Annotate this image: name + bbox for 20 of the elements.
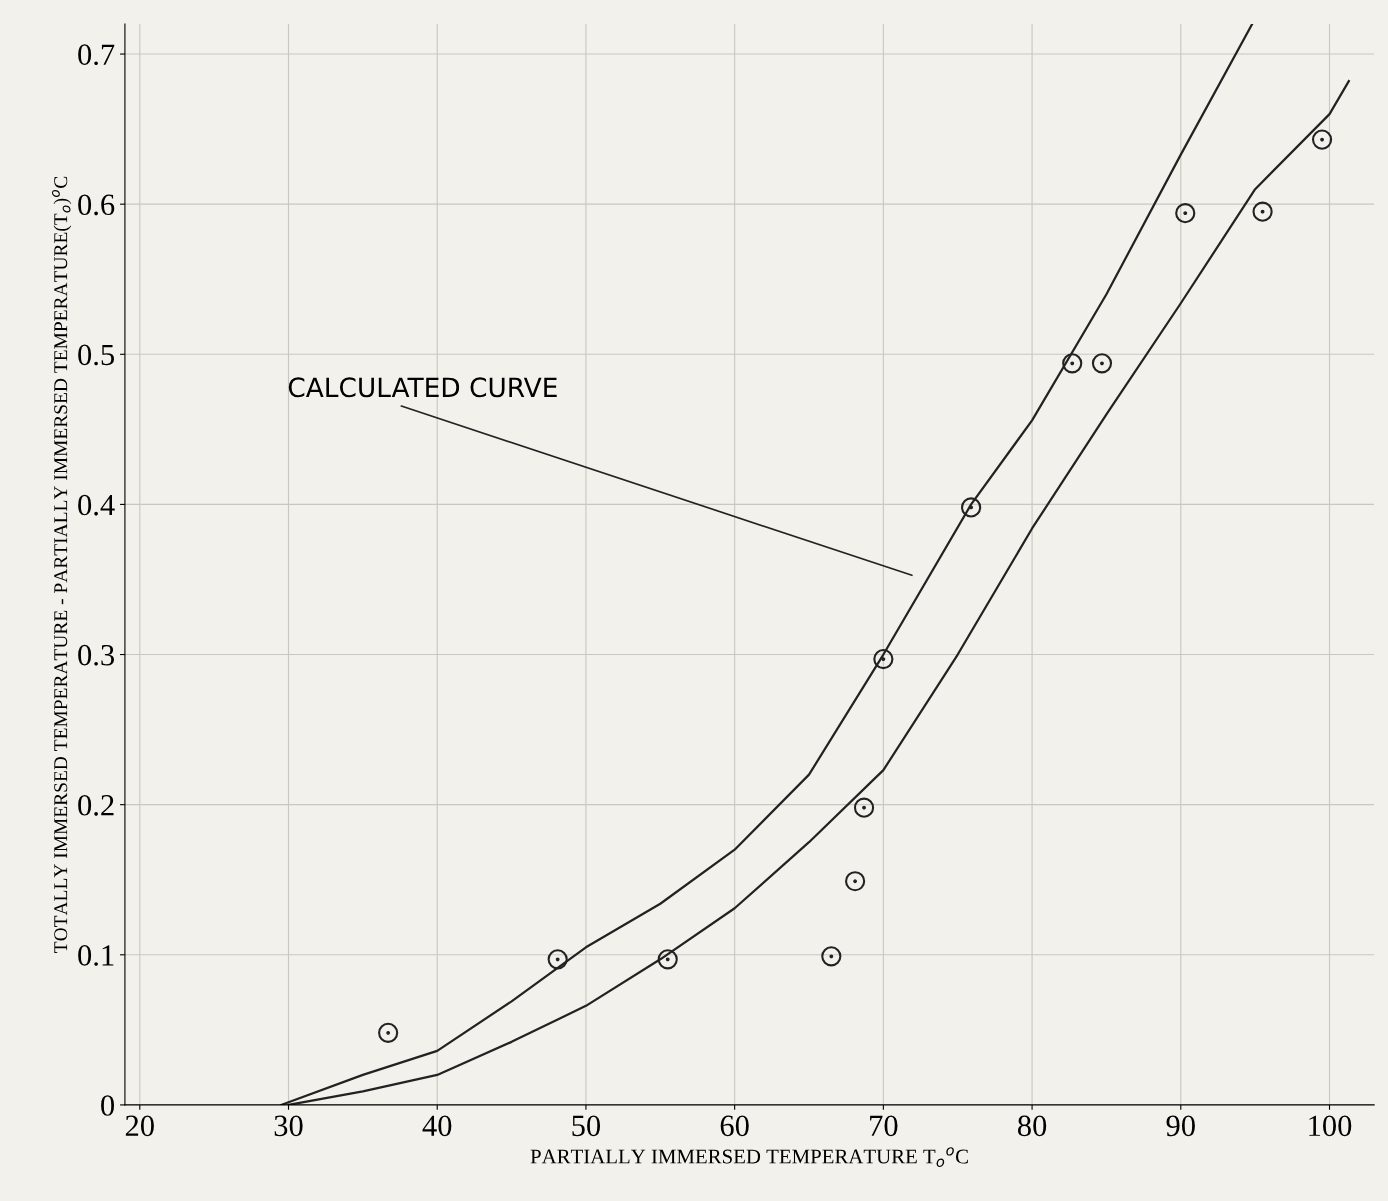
x-tick-label: 80: [1017, 1115, 1047, 1137]
y-axis-title: TOTALLY IMMERSED TEMPERATURE - PARTIALLY IMMERSED TEMPERATURE(T$_{o}$)$^{o}$C: [52, 176, 72, 953]
annotation: CALCULATED CURVE: [288, 377, 557, 398]
y-tick-label: 0.6: [78, 194, 115, 216]
y-tick-label: 0.5: [78, 344, 114, 366]
x-tick-label: 70: [870, 1115, 898, 1137]
x-tick-label: 40: [422, 1115, 452, 1137]
x-tick-label: 60: [720, 1115, 749, 1137]
y-tick-label: 0.3: [78, 644, 114, 666]
x-tick-label: 20: [125, 1115, 154, 1137]
y-tick-label: 0.4: [78, 494, 115, 516]
y-tick-label: 0.2: [78, 794, 114, 816]
y-tick-label: 0: [101, 1095, 115, 1116]
y-tick-label: 0.1: [78, 945, 114, 966]
x-axis-title: PARTIALLY IMMERSED TEMPERATURE T$_{o}$$^{o}$C: [530, 1147, 968, 1167]
x-tick-label: 90: [1166, 1115, 1195, 1137]
y-tick-label: 0.7: [78, 44, 115, 66]
x-tick-label: 100: [1309, 1115, 1352, 1137]
x-tick-label: 30: [274, 1115, 303, 1137]
x-tick-label: 50: [572, 1115, 601, 1137]
